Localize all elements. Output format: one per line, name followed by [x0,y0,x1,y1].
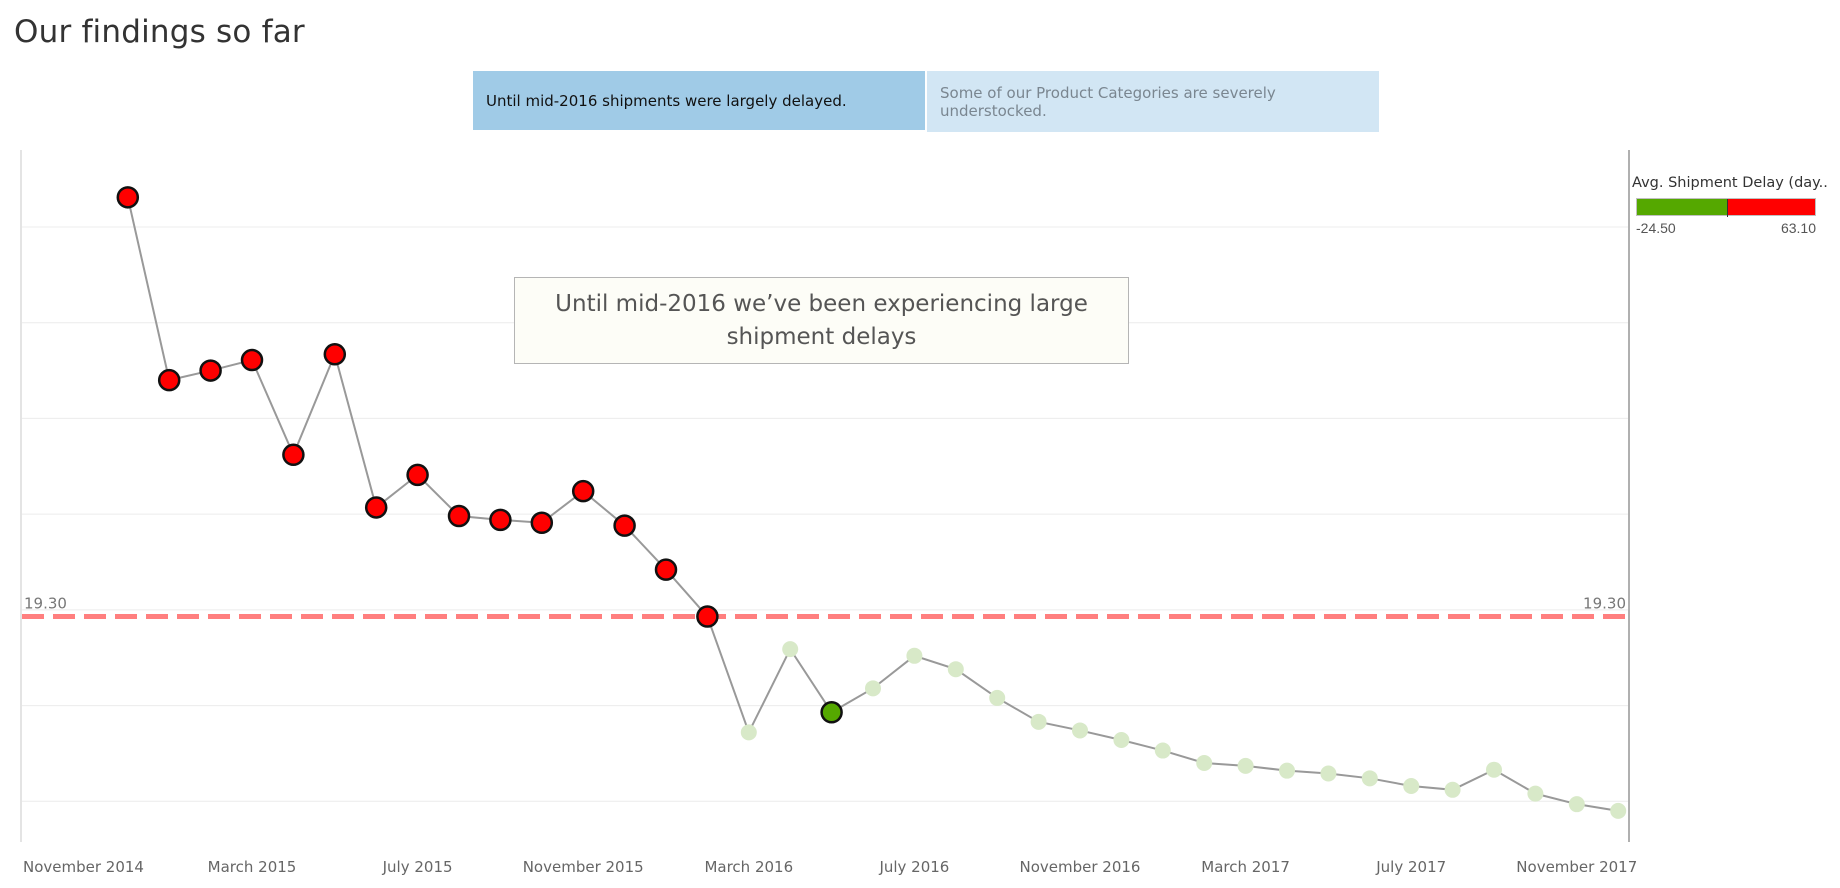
data-point [1486,761,1502,778]
x-tick-label: March 2016 [704,858,793,876]
line-chart: November 2014 March 2015 July 2015 November… [20,150,1637,876]
data-point [782,641,799,658]
data-point [406,463,429,487]
data-point [1320,765,1337,782]
x-tick-label: March 2015 [208,858,297,876]
data-point [447,504,471,528]
data-point [865,680,881,697]
data-point [116,186,140,209]
data-point [1527,785,1544,802]
data-point [1196,755,1213,771]
data-point [323,343,347,366]
data-point [1568,796,1585,813]
data-point [906,647,923,664]
legend-title: Avg. Shipment Delay (day.. [1632,175,1828,191]
data-point [489,508,512,532]
legend-min-label: -24.50 [1636,220,1676,236]
data-point-highlighted [820,701,843,724]
data-point [696,605,719,628]
data-point [1279,762,1295,779]
data-point [947,661,964,678]
color-legend: Avg. Shipment Delay (day.. -24.50 63.10 [1632,175,1840,240]
data-point [240,348,264,372]
data-point [1237,757,1254,774]
data-point [613,514,636,537]
legend-red-segment [1728,199,1815,215]
data-point [571,479,595,503]
data-point [530,511,554,535]
reference-line-label-left: 19.30 [24,595,67,613]
data-point [989,689,1006,706]
story-navigator: Until mid-2016 shipments were largely de… [473,71,1379,132]
chart-area: November 2014 March 2015 July 2015 November… [0,150,1840,883]
chart-annotation: Until mid-2016 we’ve been experiencing l… [514,277,1129,364]
x-tick-label: July 2016 [878,858,949,876]
page-title: Our findings so far [14,14,305,50]
legend-midpoint-mark [1727,199,1728,217]
data-point [364,496,388,519]
data-point [157,368,181,392]
x-tick-label: November 2015 [523,858,644,876]
x-tick-label: November 2017 [1516,858,1637,876]
data-point [1444,781,1461,798]
story-point-tab-2[interactable]: Some of our Product Categories are sever… [927,71,1379,132]
x-tick-label: November 2014 [23,858,144,876]
data-point [1030,713,1047,730]
data-point [1072,722,1088,739]
x-tick-label: March 2017 [1201,858,1290,876]
data-point [1154,742,1171,759]
story-point-tab-1[interactable]: Until mid-2016 shipments were largely de… [473,71,925,132]
data-point [1403,777,1420,794]
data-point [654,558,678,581]
x-tick-label: July 2015 [382,858,453,876]
data-point [1610,802,1627,819]
legend-green-segment [1637,199,1728,215]
data-point [282,443,305,467]
data-point [1113,732,1130,749]
legend-max-label: 63.10 [1780,220,1816,236]
x-tick-label: July 2017 [1375,858,1446,876]
data-point [1361,770,1378,787]
legend-color-ramp [1636,198,1816,217]
x-tick-label: November 2016 [1020,858,1141,876]
legend-labels: -24.50 63.10 [1636,220,1816,240]
reference-line-label-right: 19.30 [1583,595,1626,613]
data-point [199,359,222,382]
data-point [740,724,757,741]
